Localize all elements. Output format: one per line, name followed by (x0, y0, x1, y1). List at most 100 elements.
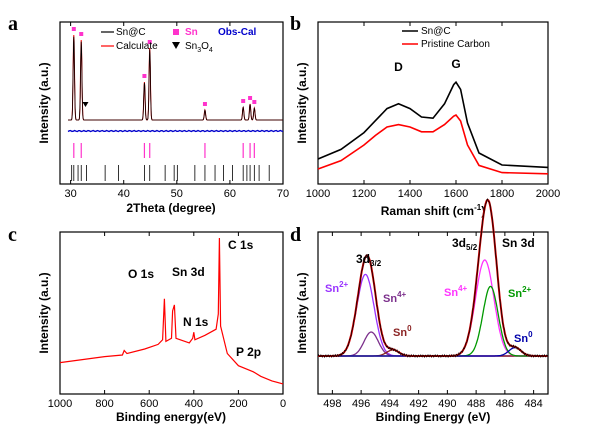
x-d-tick-label: 490 (438, 398, 456, 410)
legend-label-sn3o4-a: Sn3O4 (185, 41, 213, 54)
component-label-sn2plus-52: Sn2+ (508, 285, 532, 300)
plot-area-c (59, 237, 284, 385)
x-d-tick-label: 494 (381, 398, 399, 410)
legend-label-sn-a: Sn (185, 27, 198, 38)
x-a-tick-label: 30 (64, 188, 76, 200)
x-axis-label-c: Binding energy(eV) (116, 410, 226, 424)
panel-a: a 30 40 50 60 70 2Theta (degree) Intensity (… (8, 13, 289, 215)
x-ticks-d: 498 496 494 492 490 488 486 484 (323, 232, 543, 410)
x-a-tick-label: 50 (171, 188, 183, 200)
component-label-sn4plus-32: Sn4+ (383, 290, 407, 305)
x-c-tick-label: 200 (229, 398, 247, 410)
component-label-sn0-32: Sn0 (393, 324, 412, 339)
peak-label-d: D (394, 60, 403, 74)
legend-swatch-sn-a (173, 29, 179, 35)
y-axis-label-b: Intensity (a.u.) (295, 62, 309, 143)
x-a-tick-label: 60 (224, 188, 236, 200)
x-b-tick-label: 1200 (352, 188, 376, 200)
panel-c: c 1000 800 600 400 200 0 Binding energy(eV) I… (8, 224, 286, 424)
peak-label-g: G (451, 57, 460, 71)
sn-peak-marker (241, 99, 246, 103)
x-d-tick-label: 498 (323, 398, 341, 410)
x-c-tick-label: 800 (95, 398, 113, 410)
panel-letter-b: b (290, 13, 301, 35)
component-curve-0 (318, 273, 548, 357)
legend-a: Sn@C Sn Obs-Cal Calculate Sn3O4 (101, 27, 257, 54)
plot-area-b (317, 80, 549, 175)
annotation-n1s: N 1s (183, 315, 209, 329)
x-a-tick-label: 70 (277, 188, 289, 200)
x-axis-label-d: Binding Energy (eV) (376, 410, 491, 424)
x-d-tick-label: 488 (467, 398, 485, 410)
x-c-tick-label: 400 (185, 398, 203, 410)
legend-label-pc-b: Pristine Carbon (421, 39, 490, 50)
x-b-tick-label: 1400 (398, 188, 422, 200)
plot-frame-d (317, 231, 549, 395)
plot-frame-a (59, 21, 284, 185)
x-d-tick-label: 486 (496, 398, 514, 410)
x-d-tick-label: 492 (409, 398, 427, 410)
x-axis-label-a: 2Theta (degree) (126, 201, 215, 215)
component-label-sn0-52: Sn0 (514, 330, 533, 345)
sn-peak-marker (202, 102, 207, 106)
x-b-tick-label: 2000 (536, 188, 560, 200)
sn-peak-marker (147, 40, 152, 44)
x-b-tick-label: 1600 (444, 188, 468, 200)
panel-letter-d: d (290, 224, 301, 246)
panel-letter-c: c (8, 224, 17, 246)
panel-letter-a: a (8, 13, 18, 35)
panel-title-d: Sn 3d (502, 236, 535, 250)
legend-swatch-sn3o4-a (172, 42, 180, 49)
legend-label-snc-a: Sn@C (116, 27, 146, 38)
annotation-sn3d: Sn 3d (172, 265, 205, 279)
legend-label-obscal-a: Obs-Cal (218, 27, 257, 38)
plot-frame-b (317, 21, 549, 185)
sn-peak-marker (248, 96, 253, 100)
sn3o4-peak-marker (82, 102, 89, 107)
plot-frame-c (59, 231, 284, 395)
peak-title-3d52: 3d5/2 (452, 236, 478, 252)
envelope-curve (318, 198, 548, 357)
series-sn-c (68, 36, 283, 121)
x-axis-label-b: Raman shift (cm-1) (381, 203, 485, 218)
plot-area-d (317, 198, 548, 359)
x-d-tick-label: 496 (352, 398, 370, 410)
component-curve-3 (318, 259, 548, 357)
series-pristine-carbon (317, 113, 549, 175)
y-axis-label-a: Intensity (a.u.) (37, 62, 51, 143)
x-c-tick-label: 600 (140, 398, 158, 410)
x-ticks-c: 1000 800 600 400 200 0 (48, 232, 286, 410)
x-b-tick-label: 1800 (490, 188, 514, 200)
series-survey (59, 237, 284, 385)
component-label-sn2plus-32: Sn2+ (325, 280, 349, 295)
y-axis-label-c: Intensity (a.u.) (37, 272, 51, 353)
annotation-c1s: C 1s (228, 238, 254, 252)
legend-b: Sn@C Pristine Carbon (402, 26, 490, 50)
x-c-tick-label: 0 (280, 398, 286, 410)
sn-peak-marker (71, 27, 76, 31)
x-c-tick-label: 1000 (48, 398, 72, 410)
x-ticks-b: 1000 1200 1400 1600 1800 2000 (306, 22, 560, 200)
sn-peak-marker (142, 74, 147, 78)
sn-peak-marker (252, 100, 257, 104)
component-label-sn4plus-52: Sn4+ (444, 284, 468, 299)
y-axis-label-d: Intensity (a.u.) (295, 272, 309, 353)
series-obs-cal (67, 129, 284, 133)
series-sn-c (317, 80, 549, 169)
x-ticks-a: 30 40 50 60 70 (64, 22, 289, 200)
peak-title-3d32: 3d3/2 (356, 252, 382, 268)
component-curve-1 (318, 331, 548, 357)
x-a-tick-label: 40 (118, 188, 130, 200)
legend-label-calc-a: Calculate (116, 41, 158, 52)
panel-b: b 1000 1200 1400 1600 1800 2000 Raman shift (… (290, 13, 560, 218)
sn-peak-marker (79, 32, 84, 36)
annotation-o1s: O 1s (128, 267, 154, 281)
plot-area-a (67, 27, 284, 181)
panel-d: d 498 496 494 492 490 488 486 484 Binding Energ… (290, 198, 549, 424)
legend-label-snc-b: Sn@C (421, 26, 451, 37)
x-b-tick-label: 1000 (306, 188, 330, 200)
annotation-p2p: P 2p (236, 345, 261, 359)
measured-curve (317, 198, 548, 359)
x-d-tick-label: 484 (524, 398, 542, 410)
